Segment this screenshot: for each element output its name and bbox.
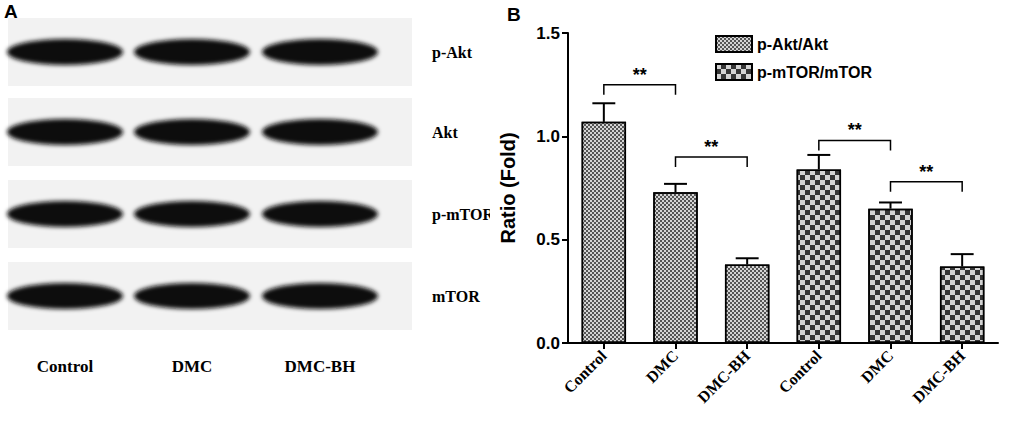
svg-text:Control: Control bbox=[560, 347, 610, 397]
svg-text:0.0: 0.0 bbox=[536, 334, 560, 353]
svg-text:Control: Control bbox=[37, 357, 94, 376]
svg-text:p-Akt/Akt: p-Akt/Akt bbox=[757, 36, 829, 53]
svg-text:1.0: 1.0 bbox=[536, 127, 560, 146]
svg-text:Ratio (Fold): Ratio (Fold) bbox=[497, 132, 519, 243]
svg-text:p-mTOR: p-mTOR bbox=[432, 206, 490, 224]
svg-text:1.5: 1.5 bbox=[536, 24, 560, 43]
svg-text:**: ** bbox=[704, 137, 718, 157]
svg-text:Control: Control bbox=[775, 347, 825, 397]
svg-text:**: ** bbox=[633, 65, 647, 85]
svg-text:Akt: Akt bbox=[432, 124, 458, 141]
svg-text:DMC: DMC bbox=[642, 347, 681, 386]
svg-text:0.5: 0.5 bbox=[536, 230, 560, 249]
svg-text:B: B bbox=[507, 4, 521, 25]
svg-text:**: ** bbox=[848, 120, 862, 140]
svg-text:p-mTOR/mTOR: p-mTOR/mTOR bbox=[757, 64, 872, 81]
svg-text:DMC-BH: DMC-BH bbox=[909, 347, 969, 407]
svg-text:p-Akt: p-Akt bbox=[432, 44, 473, 62]
svg-text:**: ** bbox=[919, 162, 933, 182]
svg-text:A: A bbox=[4, 1, 18, 22]
svg-text:mTOR: mTOR bbox=[432, 288, 480, 305]
svg-text:DMC: DMC bbox=[857, 347, 896, 386]
svg-text:DMC: DMC bbox=[172, 357, 213, 376]
svg-text:DMC-BH: DMC-BH bbox=[285, 357, 356, 376]
svg-text:DMC-BH: DMC-BH bbox=[694, 347, 754, 407]
